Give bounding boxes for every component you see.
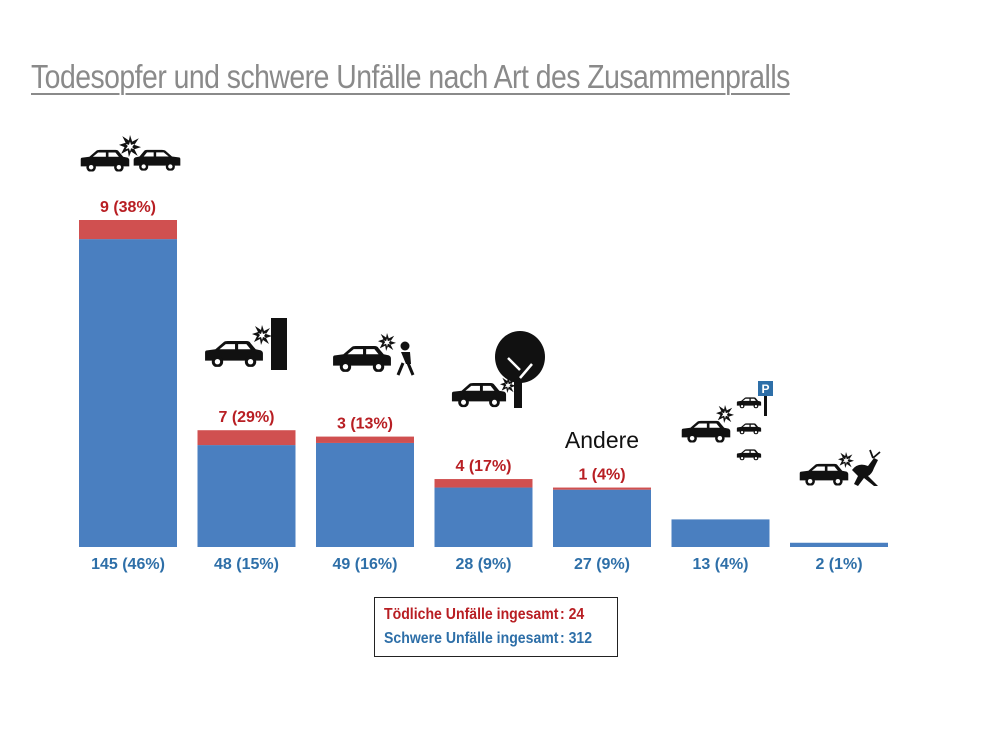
data-label-fatal: 7 (29%) xyxy=(218,409,274,426)
bar-severe xyxy=(434,487,533,547)
data-label-severe: 49 (16%) xyxy=(333,556,398,573)
legend-severe: Schwere Unfälle ingesamt : 312 xyxy=(384,630,592,648)
data-label-fatal: 4 (17%) xyxy=(455,458,511,475)
data-label-fatal: 1 (4%) xyxy=(578,467,625,484)
bar-fatal xyxy=(79,220,177,240)
bar-severe xyxy=(79,239,177,547)
car-deer-collision-icon xyxy=(799,449,881,486)
chart-title: Todesopfer und schwere Unfälle nach Art … xyxy=(31,58,790,95)
data-label-fatal: 3 (13%) xyxy=(337,416,393,433)
data-label-severe: 2 (1%) xyxy=(815,556,862,573)
bar-severe xyxy=(790,542,888,547)
legend-fatal-label: Tödliche Unfälle ingesamt xyxy=(384,606,559,623)
data-label-severe: 13 (4%) xyxy=(692,556,748,573)
legend-severe-label: Schwere Unfälle ingesamt xyxy=(384,630,559,647)
data-label-severe: 27 (9%) xyxy=(574,556,630,573)
car-collision-icon xyxy=(80,135,181,172)
data-label-severe: 48 (15%) xyxy=(214,556,279,573)
data-label-severe: 145 (46%) xyxy=(91,556,165,573)
data-label-fatal: 9 (38%) xyxy=(100,199,156,216)
legend-severe-value: : 312 xyxy=(560,630,593,647)
legend-box: Tödliche Unfälle ingesamt : 24 Schwere U… xyxy=(374,597,618,657)
bar-fatal xyxy=(553,487,651,490)
bar-fatal xyxy=(197,430,296,446)
svg-text:P: P xyxy=(761,382,769,396)
bar-severe xyxy=(197,445,296,547)
data-label-severe: 28 (9%) xyxy=(455,556,511,573)
car-pedestrian-collision-icon xyxy=(333,333,415,376)
car-wall-collision-icon xyxy=(205,318,287,370)
car-parked-cars-collision-icon: P xyxy=(681,381,773,461)
car-tree-collision-icon xyxy=(451,331,545,408)
legend-fatal-value: : 24 xyxy=(560,606,585,623)
bar-fatal xyxy=(434,479,533,488)
legend-fatal: Tödliche Unfälle ingesamt : 24 xyxy=(384,606,584,624)
bar-severe xyxy=(553,489,651,547)
bar-severe xyxy=(316,442,414,547)
category-label: Andere xyxy=(565,427,639,453)
bar-severe xyxy=(671,519,770,547)
bar-fatal xyxy=(316,436,414,443)
